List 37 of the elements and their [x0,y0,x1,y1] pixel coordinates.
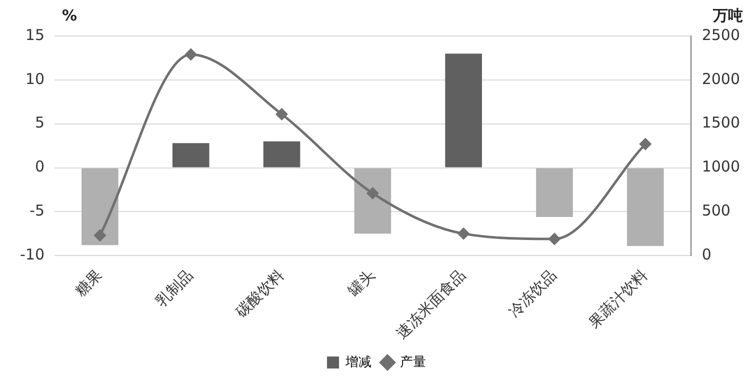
y-tick-label: -5 [30,202,44,220]
legend-label: 产量 [400,354,426,370]
bar [263,141,300,168]
point [548,233,560,245]
point [185,48,197,60]
point [458,228,470,240]
bar [445,54,482,168]
bar [82,168,118,246]
x-tick-label: 果蔬汁饮料 [585,266,651,332]
point [94,230,106,242]
y2-tick-label: 2500 [702,26,740,44]
y2-tick-label: 500 [702,202,730,220]
bar [172,143,210,168]
bar [536,168,573,217]
y2-tick-label: 0 [702,246,712,264]
x-tick-label: 冷冻饮品 [504,266,560,321]
point [640,138,652,150]
y-tick-label: 10 [25,70,44,88]
y-tick-label: 15 [25,26,44,44]
y-axis-title: % [62,6,78,24]
point [366,188,378,200]
x-tick-label: 乳制品 [152,266,196,310]
y-tick-label: 0 [34,158,44,176]
y2-tick-label: 1500 [702,114,740,132]
y2-axis-title: 万吨 [712,6,743,24]
y2-tick-label: 1000 [702,158,740,176]
x-tick-label: 速冻米面食品 [392,266,470,342]
y-tick-label: -10 [20,246,44,264]
x-tick-label: 糖果 [72,266,106,300]
bar [354,168,392,234]
y2-tick-label: 2000 [702,70,740,88]
x-tick-label: 罐头 [344,266,378,300]
point [276,108,288,120]
legend-label: 增减 [344,354,372,370]
y-tick-label: 5 [34,114,44,132]
bar [626,168,664,246]
x-tick-label: 碳酸饮料 [231,266,288,322]
